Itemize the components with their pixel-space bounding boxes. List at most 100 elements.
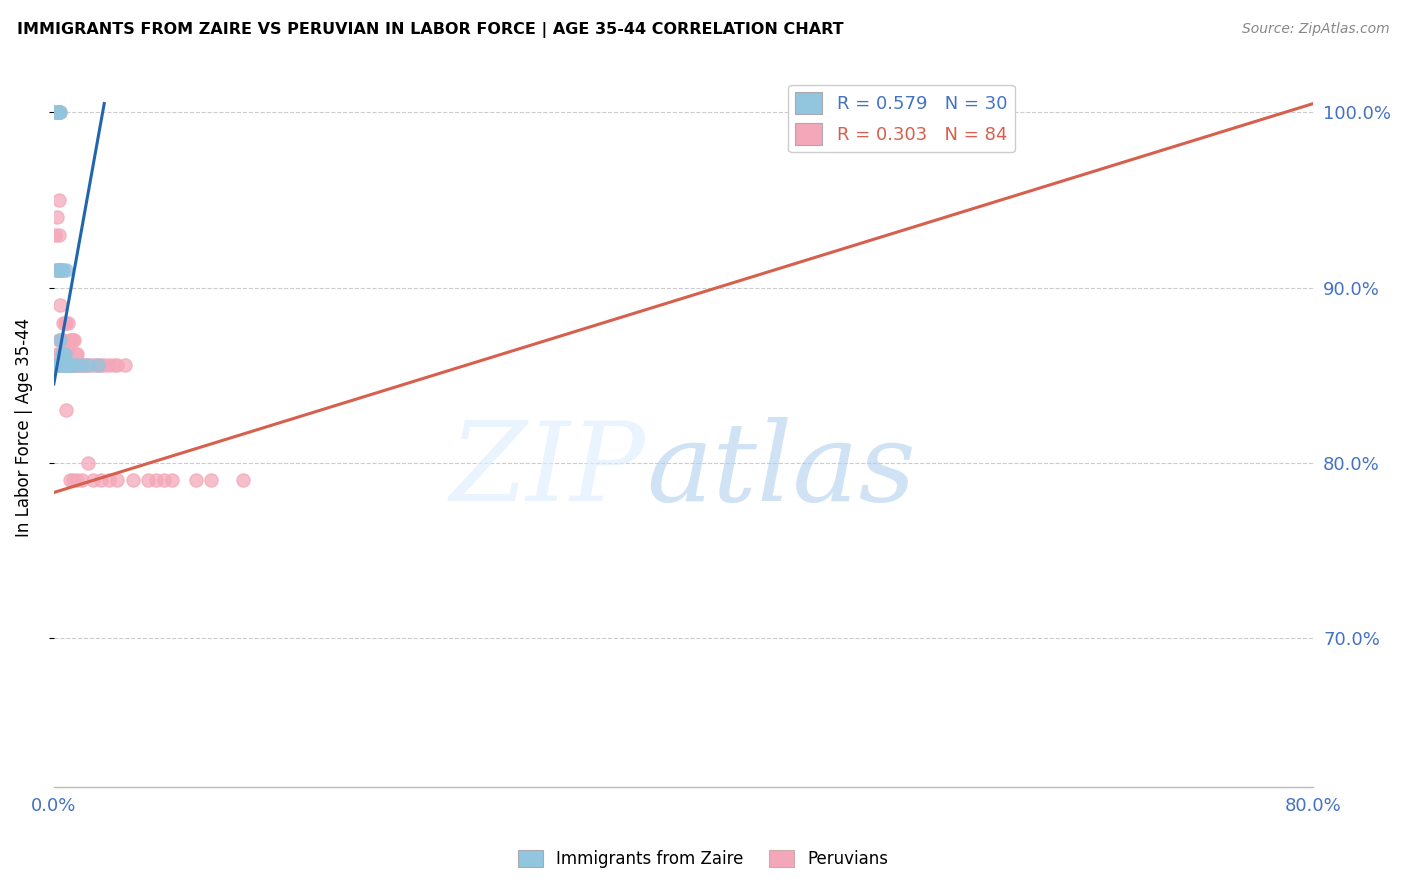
Text: ZIP: ZIP bbox=[450, 417, 645, 524]
Point bbox=[77, 358, 100, 372]
Point bbox=[49, 333, 72, 347]
Point bbox=[52, 347, 75, 361]
Point bbox=[97, 473, 120, 487]
Point bbox=[49, 358, 72, 372]
Point bbox=[52, 263, 75, 277]
Point bbox=[58, 333, 80, 347]
Point bbox=[52, 316, 75, 330]
Point bbox=[58, 358, 80, 372]
Point bbox=[65, 358, 87, 372]
Point bbox=[48, 105, 70, 120]
Point bbox=[60, 358, 83, 372]
Point bbox=[52, 358, 75, 372]
Point bbox=[55, 263, 77, 277]
Point bbox=[44, 358, 66, 372]
Point bbox=[49, 263, 72, 277]
Point bbox=[48, 333, 70, 347]
Point bbox=[69, 358, 91, 372]
Point bbox=[51, 263, 73, 277]
Point bbox=[44, 263, 66, 277]
Point bbox=[46, 211, 69, 225]
Point bbox=[75, 358, 97, 372]
Point bbox=[52, 347, 75, 361]
Point bbox=[49, 358, 72, 372]
Point bbox=[63, 358, 86, 372]
Point bbox=[66, 473, 89, 487]
Point bbox=[48, 193, 70, 207]
Point bbox=[55, 403, 77, 417]
Point bbox=[87, 358, 110, 372]
Point bbox=[145, 473, 167, 487]
Point bbox=[49, 105, 72, 120]
Text: Source: ZipAtlas.com: Source: ZipAtlas.com bbox=[1241, 22, 1389, 37]
Point bbox=[65, 347, 87, 361]
Point bbox=[51, 333, 73, 347]
Point bbox=[46, 358, 69, 372]
Point bbox=[97, 358, 120, 372]
Point bbox=[44, 105, 66, 120]
Point bbox=[53, 316, 76, 330]
Point bbox=[184, 473, 207, 487]
Point bbox=[48, 358, 70, 372]
Point bbox=[105, 358, 128, 372]
Point bbox=[44, 105, 66, 120]
Point bbox=[90, 473, 112, 487]
Point bbox=[62, 333, 84, 347]
Point bbox=[49, 298, 72, 312]
Point bbox=[56, 358, 79, 372]
Point bbox=[73, 358, 96, 372]
Point bbox=[55, 342, 77, 356]
Point bbox=[56, 316, 79, 330]
Point bbox=[62, 358, 84, 372]
Point bbox=[42, 358, 65, 372]
Point bbox=[55, 358, 77, 372]
Point bbox=[62, 473, 84, 487]
Point bbox=[66, 347, 89, 361]
Point bbox=[48, 263, 70, 277]
Text: atlas: atlas bbox=[645, 417, 915, 524]
Point bbox=[80, 358, 103, 372]
Point bbox=[70, 358, 93, 372]
Point bbox=[44, 227, 66, 242]
Point bbox=[114, 358, 136, 372]
Point bbox=[53, 358, 76, 372]
Point bbox=[90, 358, 112, 372]
Point bbox=[44, 105, 66, 120]
Legend: R = 0.579   N = 30, R = 0.303   N = 84: R = 0.579 N = 30, R = 0.303 N = 84 bbox=[789, 85, 1015, 153]
Point bbox=[77, 456, 100, 470]
Point bbox=[58, 358, 80, 372]
Point bbox=[46, 105, 69, 120]
Point bbox=[121, 473, 143, 487]
Y-axis label: In Labor Force | Age 35-44: In Labor Force | Age 35-44 bbox=[15, 318, 32, 537]
Point bbox=[200, 473, 222, 487]
Point bbox=[66, 358, 89, 372]
Text: IMMIGRANTS FROM ZAIRE VS PERUVIAN IN LABOR FORCE | AGE 35-44 CORRELATION CHART: IMMIGRANTS FROM ZAIRE VS PERUVIAN IN LAB… bbox=[17, 22, 844, 38]
Point bbox=[49, 105, 72, 120]
Point bbox=[58, 473, 80, 487]
Point bbox=[55, 316, 77, 330]
Point bbox=[42, 358, 65, 372]
Point bbox=[48, 105, 70, 120]
Point bbox=[67, 358, 90, 372]
Point bbox=[46, 347, 69, 361]
Legend: Immigrants from Zaire, Peruvians: Immigrants from Zaire, Peruvians bbox=[512, 843, 894, 875]
Point bbox=[46, 358, 69, 372]
Point bbox=[65, 358, 87, 372]
Point bbox=[48, 263, 70, 277]
Point bbox=[52, 333, 75, 347]
Point bbox=[51, 351, 73, 365]
Point bbox=[51, 358, 73, 372]
Point bbox=[56, 342, 79, 356]
Point bbox=[83, 358, 105, 372]
Point bbox=[62, 358, 84, 372]
Point bbox=[103, 358, 125, 372]
Point bbox=[82, 473, 104, 487]
Point bbox=[51, 358, 73, 372]
Point bbox=[48, 227, 70, 242]
Point bbox=[93, 358, 115, 372]
Point bbox=[46, 105, 69, 120]
Point bbox=[53, 347, 76, 361]
Point bbox=[136, 473, 159, 487]
Point bbox=[105, 473, 128, 487]
Point bbox=[56, 358, 79, 372]
